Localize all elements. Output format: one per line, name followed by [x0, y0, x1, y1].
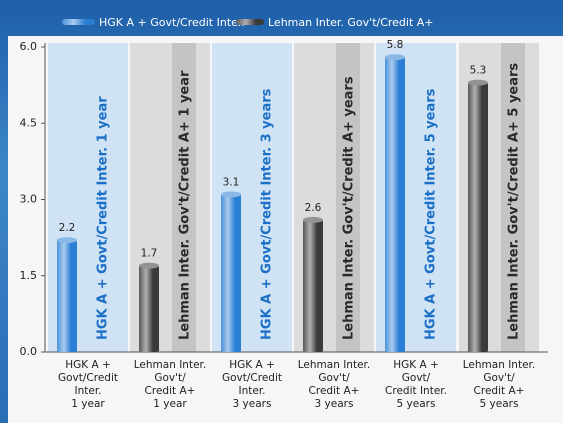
x-tick-label: HGK A + Govt/ Credit Inter. 5 years: [385, 359, 447, 410]
x-tick-label: HGK A + Govt/Credit Inter. 3 years: [221, 359, 282, 410]
bar: [303, 219, 323, 352]
y-tick-label: 6.0: [20, 40, 38, 53]
bar: [221, 194, 241, 352]
value-label: 5.8: [387, 39, 404, 51]
y-tick-label: 1.5: [20, 269, 38, 282]
y-tick-label: 0.0: [20, 345, 38, 358]
value-label: 2.2: [59, 222, 76, 234]
legend-label: Lehman Inter. Gov't/Credit A+: [268, 16, 434, 29]
legend-label: HGK A + Govt/Credit Inter.: [99, 16, 245, 29]
x-tick-label: Lehman Inter. Gov't/ Credit A+ 5 years: [462, 359, 536, 410]
bar-cap: [468, 79, 488, 86]
y-tick-label: 4.5: [20, 116, 38, 129]
x-tick-label: Lehman Inter. Gov't/ Credit A+ 3 years: [297, 359, 371, 410]
x-tick-label: HGK A + Govt/Credit Inter. 1 year: [57, 359, 118, 410]
bar-cap: [221, 191, 241, 198]
value-label: 5.3: [470, 65, 487, 77]
bar-cap: [139, 262, 159, 269]
panel-stripe: [172, 43, 196, 352]
bar: [385, 57, 405, 353]
panel-label: HGK A + Govt/Credit Inter. 5 years: [424, 88, 439, 340]
bar-cap: [385, 54, 405, 61]
panel-label: HGK A + Govt/Credit Inter. 3 years: [260, 88, 275, 340]
value-label: 1.7: [141, 248, 158, 260]
panel-label: Lehman Inter. Gov't/Credit A+ 1 year: [178, 70, 193, 340]
bar: [468, 82, 488, 352]
bar-cap: [303, 216, 323, 223]
legend-swatch: [236, 19, 264, 25]
panel-stripe: [336, 43, 360, 352]
legend-swatch: [62, 19, 95, 25]
panel-label: Lehman Inter. Gov't/Credit A+ 5 years: [507, 63, 522, 340]
bar-cap: [57, 237, 77, 244]
y-tick-label: 3.0: [20, 193, 38, 206]
value-label: 2.6: [305, 202, 322, 214]
bar: [57, 240, 77, 352]
panel-label: HGK A + Govt/Credit Inter. 1 year: [96, 96, 111, 340]
panel-stripe: [501, 43, 525, 352]
panel-label: Lehman Inter. Gov't/Credit A+ years: [342, 76, 357, 340]
bar: [139, 265, 159, 352]
x-tick-label: Lehman Inter. Gov't/ Credit A+ 1 year: [133, 359, 207, 410]
value-label: 3.1: [223, 176, 240, 188]
